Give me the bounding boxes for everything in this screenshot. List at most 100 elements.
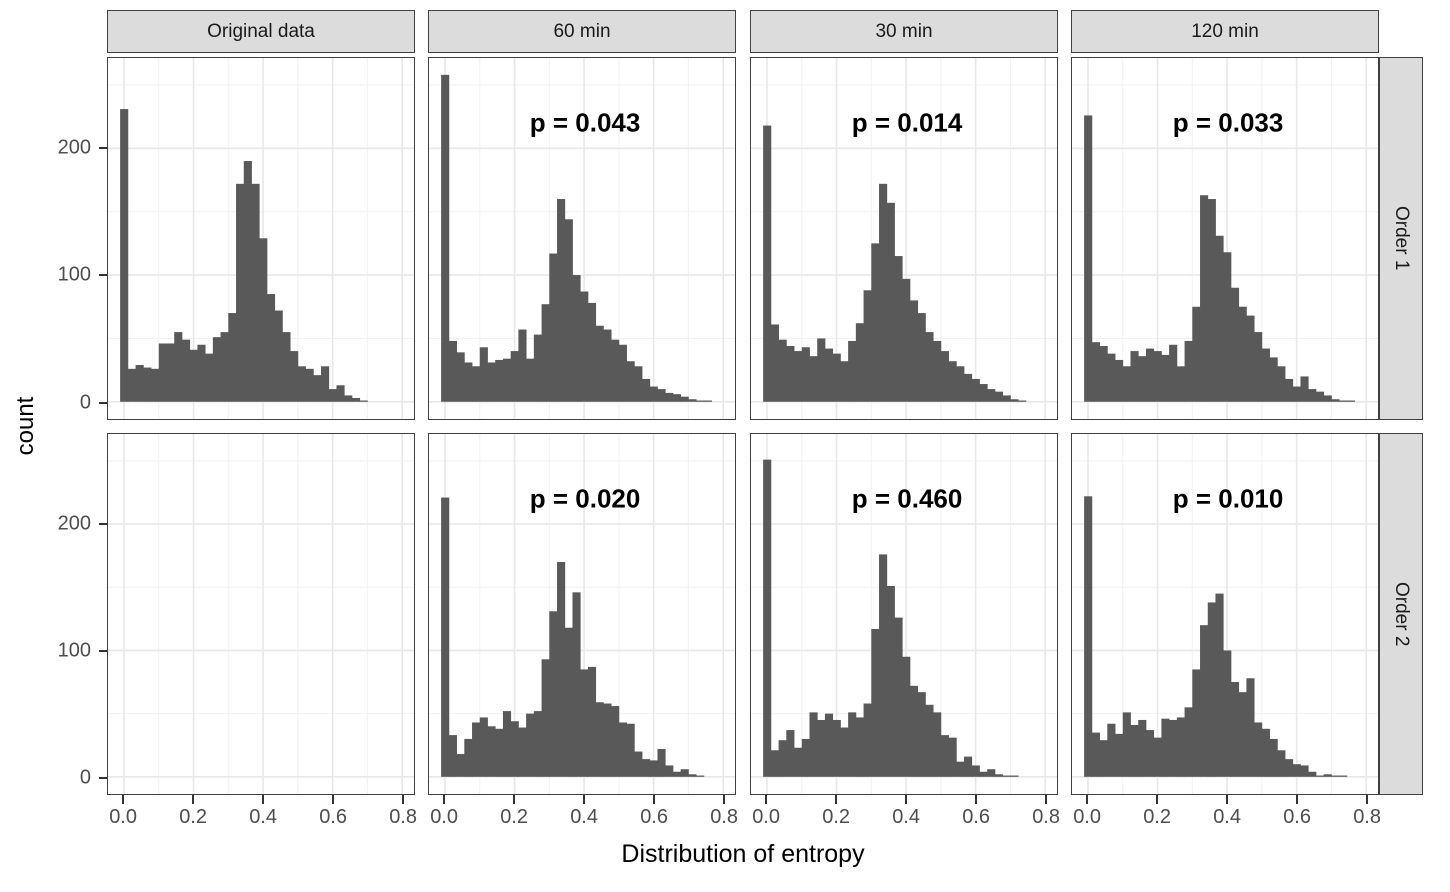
- histogram-bar: [1153, 351, 1162, 402]
- x-tick-mark: [1226, 795, 1229, 804]
- x-tick-label: 0.8: [1353, 806, 1381, 828]
- histogram-bar: [166, 343, 175, 402]
- histogram-bar: [448, 340, 457, 402]
- histogram-bar: [1261, 348, 1270, 402]
- x-tick-mark: [1366, 795, 1369, 804]
- histogram-bar: [1339, 400, 1348, 402]
- panel-60-min-order-2: p = 0.020: [428, 433, 736, 795]
- x-tick-mark: [765, 795, 768, 804]
- histogram-bar: [956, 761, 965, 777]
- histogram-bar: [1331, 775, 1340, 777]
- histogram-bar: [557, 562, 566, 777]
- histogram-bar: [855, 717, 864, 777]
- histogram-bar: [297, 366, 306, 402]
- histogram-bar: [127, 368, 136, 402]
- histogram-bar: [479, 347, 488, 402]
- histogram-bar: [794, 747, 803, 777]
- histogram-bar: [197, 344, 206, 402]
- histogram-bar: [786, 730, 795, 777]
- histogram-bar: [456, 754, 465, 777]
- histogram-bar: [618, 344, 627, 402]
- histogram-bar: [688, 774, 697, 777]
- panel-120-min-order-1: p = 0.033: [1071, 57, 1379, 420]
- x-tick-label: 0.2: [500, 806, 528, 828]
- histogram-bar: [611, 339, 620, 402]
- histogram-bar: [572, 592, 581, 777]
- y-tick-label: 0: [79, 391, 91, 414]
- p-value-annotation: p = 0.460: [851, 483, 963, 514]
- histogram-bar: [688, 399, 697, 402]
- histogram-bar: [801, 347, 810, 402]
- histogram-bar: [871, 628, 880, 777]
- panel-plot-area: [1072, 434, 1378, 794]
- histogram-bar: [1292, 764, 1301, 777]
- histogram-bar: [824, 348, 834, 402]
- histogram-bar: [1246, 678, 1255, 777]
- histogram-bar: [917, 313, 926, 402]
- histogram-bar: [618, 722, 627, 777]
- x-axis-ticks-col-2: 0.0 0.2 0.4 0.6 0.8: [428, 795, 738, 840]
- histogram-bar: [472, 722, 481, 777]
- histogram-bar: [1285, 759, 1294, 777]
- histogram-bar: [1115, 733, 1124, 777]
- panel-plot-area: [429, 434, 735, 794]
- histogram-bar: [510, 351, 519, 402]
- histogram-bar: [143, 367, 152, 402]
- histogram-bar: [580, 669, 589, 777]
- histogram-bar: [313, 375, 322, 402]
- histogram-bar: [472, 366, 481, 402]
- histogram-bar: [840, 361, 849, 402]
- x-tick-mark: [1156, 795, 1159, 804]
- x-tick-label: 0.8: [1032, 806, 1060, 828]
- y-tick-mark: [99, 649, 107, 652]
- histogram-bar: [1115, 359, 1124, 402]
- x-tick-mark: [975, 795, 978, 804]
- histogram-bar: [1277, 750, 1286, 777]
- histogram-bar: [518, 329, 527, 402]
- histogram-bar: [564, 627, 573, 777]
- y-axis-ticks-row-2: 0 100 200: [0, 433, 107, 795]
- histogram-bar: [817, 719, 826, 777]
- p-value-annotation: p = 0.010: [1172, 483, 1284, 514]
- x-tick-mark: [122, 795, 125, 804]
- histogram-bar: [786, 346, 795, 402]
- histogram-bar: [344, 395, 353, 402]
- histogram-bar: [703, 400, 712, 402]
- x-tick-mark: [332, 795, 335, 804]
- histogram-bar: [1176, 366, 1185, 402]
- histogram-bar: [770, 324, 779, 402]
- x-tick-mark: [1086, 795, 1089, 804]
- x-tick-label: 0.6: [1283, 806, 1311, 828]
- histogram-bar: [495, 359, 504, 402]
- histogram-bar: [680, 769, 689, 777]
- histogram-bar: [189, 349, 198, 402]
- histogram-bar: [151, 368, 160, 402]
- histogram-bar: [879, 183, 888, 402]
- x-tick-mark: [402, 795, 405, 804]
- histogram-bar: [549, 253, 558, 402]
- histogram-bar: [1169, 719, 1178, 777]
- x-tick-mark: [583, 795, 586, 804]
- histogram-bar: [665, 392, 674, 402]
- histogram-bar: [634, 751, 643, 777]
- x-tick-mark: [723, 795, 726, 804]
- histogram-bar: [328, 389, 337, 402]
- histogram-bar: [1308, 771, 1317, 777]
- histogram-bar: [1300, 376, 1309, 402]
- histogram-bar: [1285, 378, 1294, 402]
- y-axis-ticks-row-1: 0 100 200: [0, 57, 107, 420]
- x-axis-ticks-col-4: 0.0 0.2 0.4 0.6 0.8: [1071, 795, 1381, 840]
- panel-120-min-order-2: p = 0.010: [1071, 433, 1379, 795]
- histogram-bar: [801, 738, 810, 777]
- histogram-bar: [611, 706, 620, 777]
- y-tick-mark: [99, 146, 107, 149]
- histogram-bar: [595, 325, 604, 402]
- histogram-bar: [1145, 348, 1155, 402]
- x-tick-label: 0.8: [389, 806, 417, 828]
- panel-original-data-order-2: [107, 433, 415, 795]
- histogram-bar: [672, 394, 682, 402]
- histogram-bar: [1145, 730, 1155, 777]
- histogram-bar: [495, 728, 504, 777]
- panel-plot-area: [108, 434, 414, 794]
- histogram-bar: [1230, 682, 1240, 777]
